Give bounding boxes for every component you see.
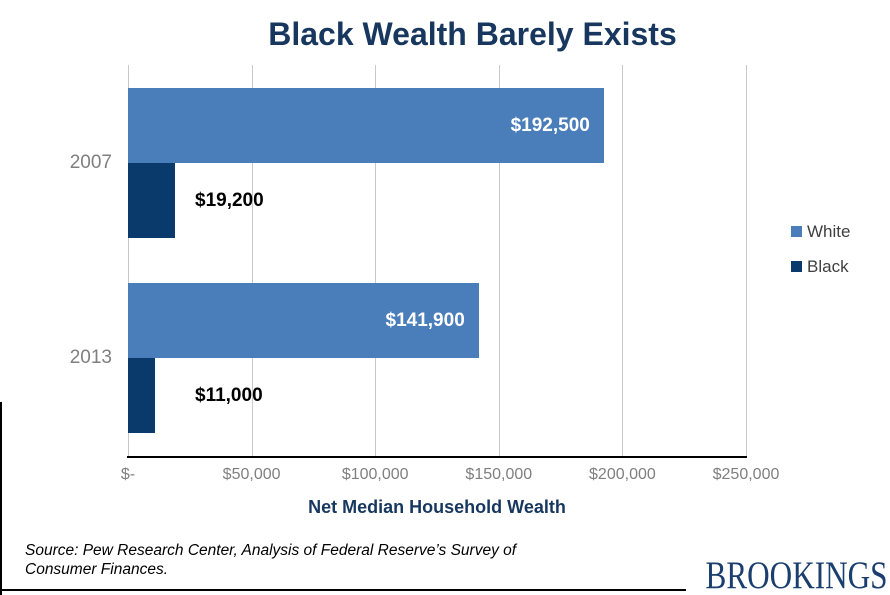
x-axis-line	[127, 456, 747, 458]
x-tick-label: $200,000	[589, 466, 656, 483]
x-axis-tick-row: $- $50,000 $100,000 $150,000 $200,000 $250,00…	[121, 466, 779, 488]
footer-rule	[0, 589, 686, 591]
source-line-2: Consumer Finances.	[25, 561, 169, 578]
bar-2007-white	[128, 88, 604, 163]
source-citation: Source: Pew Research Center, Analysis of…	[25, 541, 605, 579]
bar-value-label-2013-black: $11,000	[195, 385, 263, 406]
gridline	[498, 65, 500, 457]
chart-title: Black Wealth Barely Exists	[268, 16, 677, 52]
left-border-line	[0, 402, 2, 595]
gridline	[375, 65, 377, 457]
legend: White Black	[791, 221, 851, 293]
bar-2013-white	[128, 283, 479, 358]
bar-value-label-2007-black: $19,200	[195, 190, 264, 211]
white-series-swatch-icon	[791, 226, 802, 237]
source-line-1: Source: Pew Research Center, Analysis of…	[25, 542, 517, 559]
x-tick-label: $150,000	[465, 466, 533, 483]
category-label-2013: 2013	[69, 347, 112, 368]
x-tick-label: $250,000	[712, 466, 780, 483]
bar-2013-black	[128, 358, 156, 433]
black-series-swatch-icon	[791, 261, 802, 272]
bar-2007-black	[128, 163, 176, 238]
x-axis-title: Net Median Household Wealth	[308, 497, 566, 517]
gridline	[622, 65, 624, 457]
x-tick-label: $100,000	[341, 466, 409, 483]
brookings-logo: BROOKINGS	[705, 554, 888, 595]
gridline	[128, 65, 129, 457]
bar-value-label-2013-white: $141,900	[385, 310, 465, 331]
gridline	[251, 65, 253, 457]
x-tick-label: $-	[120, 466, 136, 483]
x-tick-label: $50,000	[222, 466, 281, 483]
bar-value-label-2007-white: $192,500	[510, 115, 590, 136]
gridline	[746, 65, 747, 457]
legend-label-white: White	[807, 221, 851, 241]
legend-item-white: White	[791, 221, 851, 241]
legend-item-black: Black	[791, 256, 850, 276]
category-label-2007: 2007	[69, 152, 112, 173]
plot-area: 2007 $192,500 $19,200 2013 $141,900 $11,000	[70, 65, 747, 457]
legend-label-black: Black	[807, 256, 849, 276]
